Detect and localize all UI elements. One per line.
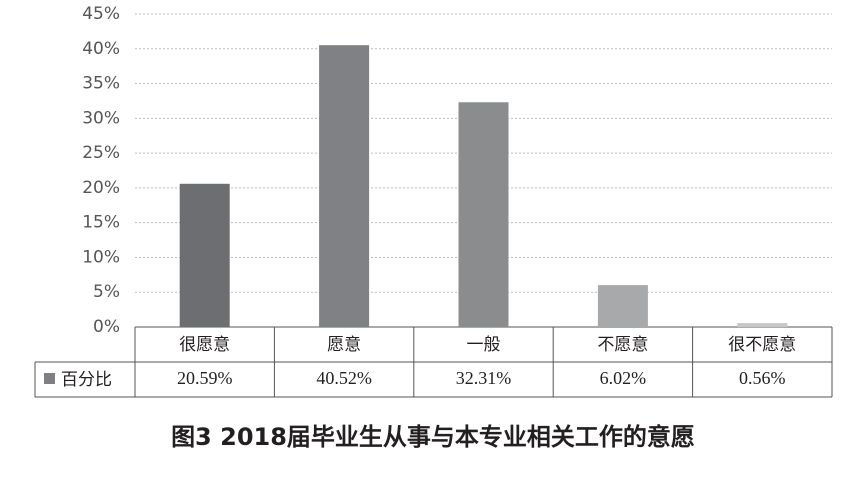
x-tick-label: 很愿意 (179, 335, 230, 355)
bar (737, 323, 788, 327)
bar (458, 102, 509, 328)
x-tick-label: 愿意 (327, 335, 361, 355)
value-label: 32.31% (456, 368, 512, 388)
legend-swatch (44, 373, 55, 384)
y-tick-label: 45% (82, 4, 120, 24)
chart-title: 图3 2018届毕业生从事与本专业相关工作的意愿 (171, 423, 695, 451)
y-tick-label: 0% (93, 317, 120, 337)
x-tick-label: 很不愿意 (728, 335, 796, 355)
value-label: 0.56% (739, 368, 786, 388)
value-label: 20.59% (177, 368, 233, 388)
bar (597, 285, 648, 327)
value-label: 40.52% (316, 368, 372, 388)
y-tick-label: 5% (93, 282, 120, 302)
y-tick-label: 35% (82, 74, 120, 94)
value-label: 6.02% (600, 368, 647, 388)
y-tick-label: 20% (82, 178, 120, 198)
legend-label: 百分比 (61, 370, 112, 390)
y-tick-label: 40% (82, 39, 120, 59)
y-tick-label: 15% (82, 213, 120, 233)
y-tick-label: 25% (82, 143, 120, 163)
bar (319, 45, 370, 327)
bar (179, 183, 230, 327)
x-tick-label: 不愿意 (597, 335, 648, 355)
x-tick-label: 一般 (467, 335, 501, 355)
y-tick-label: 30% (82, 108, 120, 128)
y-tick-label: 10% (82, 247, 120, 267)
